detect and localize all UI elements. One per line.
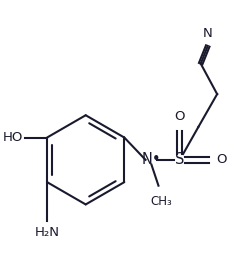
Text: H₂N: H₂N	[35, 226, 60, 239]
Text: HO: HO	[3, 131, 24, 144]
Text: CH₃: CH₃	[150, 195, 172, 208]
Text: N: N	[203, 27, 213, 40]
Text: O: O	[174, 110, 185, 123]
Text: N•: N•	[142, 152, 161, 167]
Text: S: S	[175, 152, 184, 167]
Text: O: O	[216, 153, 227, 166]
